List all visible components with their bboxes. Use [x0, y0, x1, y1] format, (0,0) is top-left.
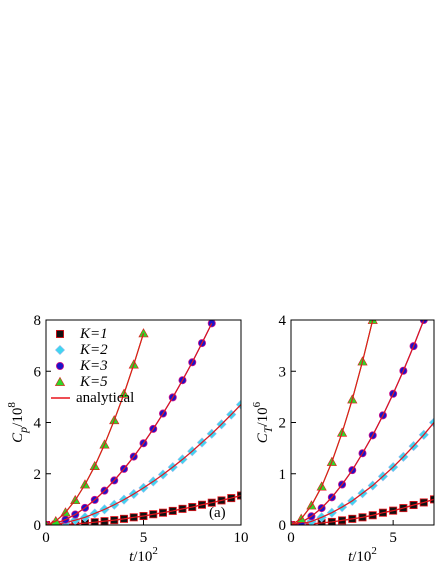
x-label-exp: 2 — [152, 545, 158, 557]
legend-label: K=1 — [79, 326, 108, 342]
legend-marker — [54, 376, 66, 386]
x-label-symbol: t — [348, 549, 353, 564]
plot-area — [46, 320, 241, 525]
marker — [419, 320, 428, 324]
analytical-line — [291, 320, 374, 525]
analytical-line — [46, 494, 241, 525]
y-axis-label: Cp/108 — [6, 402, 30, 443]
series-line — [46, 323, 213, 525]
x-tick-label: 5 — [140, 530, 148, 546]
x-axis-label: t/102 — [348, 545, 377, 564]
x-label-symbol: t — [129, 549, 134, 564]
y-label-exp: 6 — [251, 401, 263, 407]
analytical-line — [291, 320, 425, 525]
plot-area — [291, 320, 434, 525]
y-tick-label: 2 — [279, 416, 287, 432]
legend-label: K=2 — [79, 342, 108, 358]
analytical-line — [46, 333, 145, 525]
x-label-unit: /10 — [133, 549, 152, 564]
series-line — [291, 320, 425, 525]
y-label-sub: T — [261, 425, 275, 433]
marker — [428, 417, 434, 428]
legend-marker — [56, 361, 65, 370]
y-tick-label: 3 — [279, 364, 287, 380]
marker — [235, 399, 241, 410]
analytical-line — [291, 498, 434, 525]
analytical-line — [46, 404, 241, 525]
x-tick-label: 10 — [234, 530, 249, 546]
y-label-sub: p — [16, 427, 30, 434]
y-tick-label: 4 — [34, 416, 42, 432]
y-label-symbol: C — [255, 432, 271, 443]
panel-label: (a) — [209, 505, 226, 521]
y-tick-label: 1 — [279, 467, 287, 483]
series-line — [291, 422, 434, 525]
y-tick-label: 8 — [34, 313, 42, 329]
x-tick-label: 0 — [42, 530, 50, 546]
legend-marker — [56, 329, 65, 338]
legend-marker — [54, 344, 66, 356]
x-axis-label: t/102 — [129, 545, 158, 564]
y-tick-label: 0 — [34, 518, 42, 534]
y-tick-label: 0 — [279, 518, 287, 534]
x-tick-label: 0 — [287, 530, 295, 546]
y-tick-label: 6 — [34, 364, 42, 380]
analytical-line — [46, 323, 213, 525]
y-label-unit: /10 — [255, 407, 271, 426]
legend-label: K=3 — [79, 358, 108, 374]
y-label-symbol: C — [10, 432, 26, 443]
x-label-unit: /10 — [352, 549, 371, 564]
x-label-exp: 2 — [371, 545, 377, 557]
y-tick-label: 2 — [34, 467, 42, 483]
y-axis-label: CT/106 — [251, 401, 275, 443]
y-label-exp: 8 — [6, 402, 18, 408]
y-tick-label: 4 — [279, 313, 287, 329]
plot-frame — [290, 319, 435, 526]
legend-label: K=5 — [79, 374, 108, 390]
y-label-unit: /10 — [10, 408, 26, 427]
plot-frame — [45, 319, 242, 526]
legend-label: analytical — [76, 390, 134, 406]
x-tick-label: 5 — [389, 530, 397, 546]
panel: 0 5 1002468t/102Cp/108(a)K=1K=2K=3K=5analy… — [6, 313, 249, 564]
analytical-line — [291, 422, 434, 525]
marker — [138, 328, 149, 338]
